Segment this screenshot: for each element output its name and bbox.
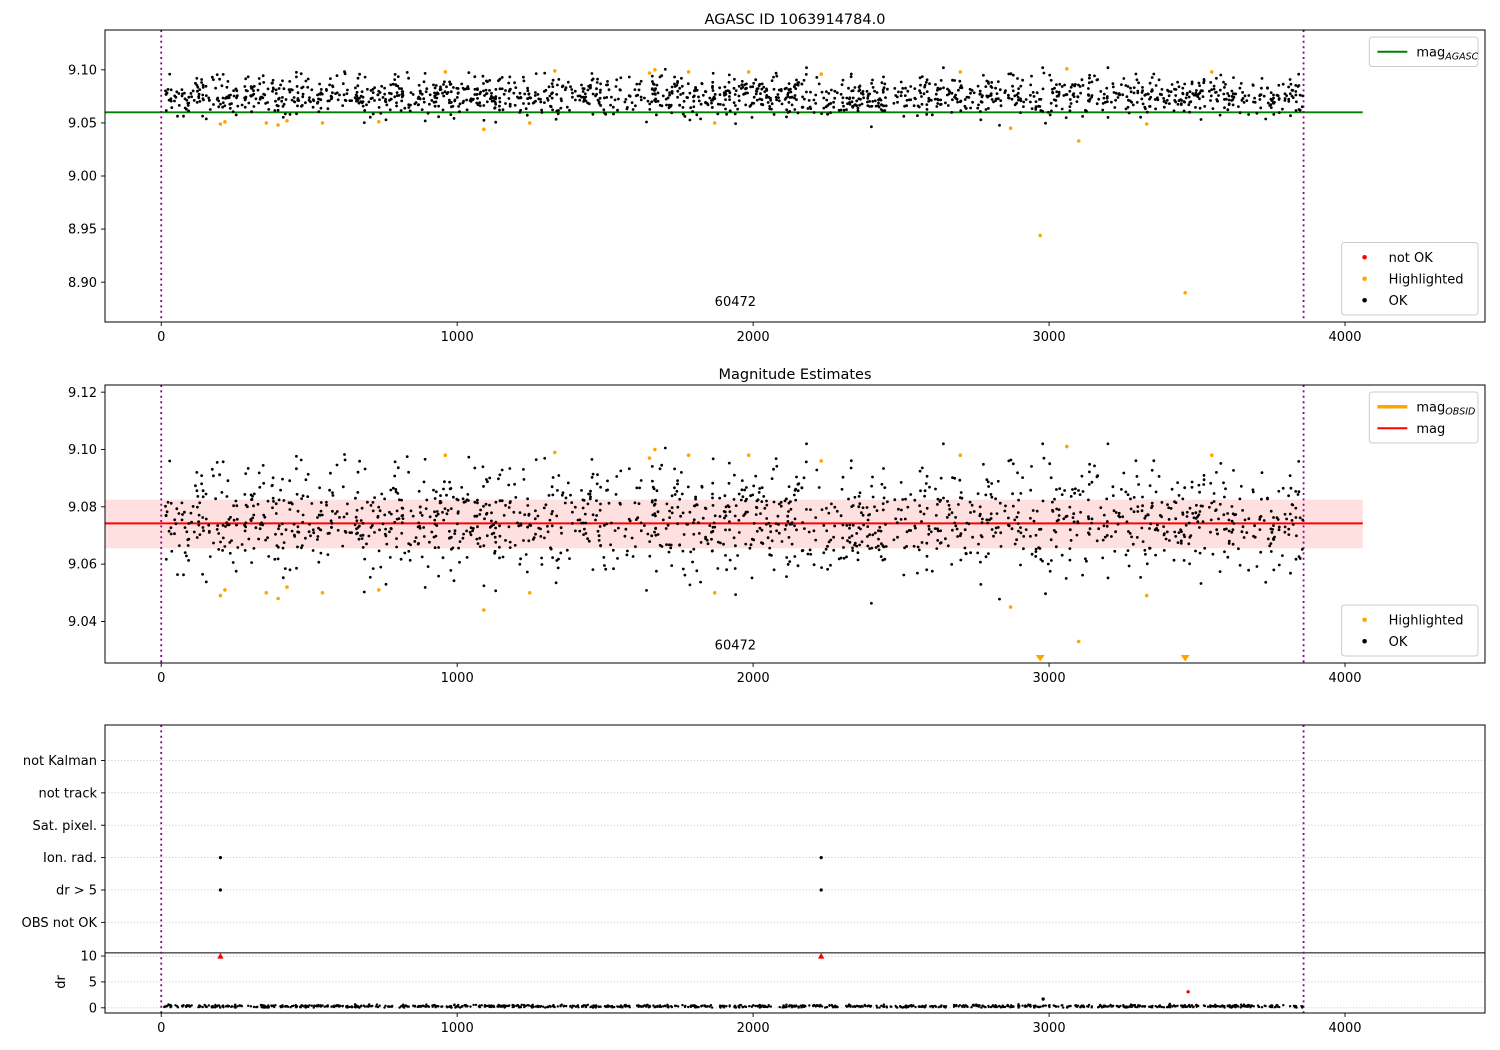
mag-estimates-legend-lines-label: mag [1416,422,1445,437]
mag-estimates-legend-points-label: Highlighted [1389,613,1464,628]
mag-estimates-ok-points [164,442,1305,605]
dr-clipped-marker [217,952,224,959]
flags-dr-ytick-label: Ion. rad. [43,851,97,866]
mag-estimates-legend-points-dot-sample [1362,617,1367,623]
mag-estimates-legend-points-label: OK [1389,635,1408,650]
flags-dr-ytick-label: dr > 5 [56,884,97,899]
clipped-low-marker [1180,655,1190,662]
mag-estimates-xtick-label: 1000 [441,671,474,686]
flags-dr-ytick-label: Sat. pixel. [33,819,97,834]
flags-dr-ytick-label: not track [38,786,97,801]
mag-estimates-xtick-label: 2000 [737,671,770,686]
agasc-mag-plot-title: AGASC ID 1063914784.0 [704,12,886,28]
dr-points [163,1002,1304,1009]
obsid-label: 60472 [715,639,756,654]
mag-estimates-ytick-label: 9.04 [68,615,97,630]
flags-dr-xtick-label: 3000 [1033,1021,1066,1036]
flags-dr-xtick-label: 0 [157,1021,165,1036]
agasc-mag-xtick-label: 3000 [1033,330,1066,345]
magnitude-estimates-plot-title: Magnitude Estimates [718,367,872,383]
obsid-label: 60472 [715,295,756,310]
agasc-mag-legend-points-label: Highlighted [1389,272,1464,287]
mag-estimates-xtick-label: 3000 [1033,671,1066,686]
mag-estimates-highlighted-points [218,444,1214,662]
agasc-mag-legend-lines-label: magAGASC [1416,45,1478,62]
flags-dr-ytick-label: not Kalman [23,754,97,769]
agasc-mag-xtick-label: 4000 [1328,330,1361,345]
mag-estimates-legend-lines-label: magOBSID [1416,400,1475,417]
agasc-mag-legend-lines: magAGASC [1368,36,1479,67]
dr-outlier-point [1186,990,1190,994]
agasc-mag-xtick-label: 1000 [441,330,474,345]
mag-estimates-xtick-label: 0 [157,671,165,686]
mag-estimates-xtick-label: 4000 [1328,671,1361,686]
agasc-mag-ytick-label: 9.05 [68,117,97,132]
flag-points [217,856,1190,1001]
flags-dr-xtick-label: 4000 [1328,1021,1361,1036]
flags-dr-ytick-label: 0 [89,1001,97,1016]
clipped-low-marker [1035,655,1045,662]
flags-dr-xtick-label: 2000 [737,1021,770,1036]
flags-dr-ytick-label: OBS not OK [22,916,98,931]
agasc-mag-ytick-label: 8.95 [68,223,97,238]
agasc-mag-legend-points-dot-sample [1362,297,1367,303]
mag-estimates-ytick-label: 9.12 [68,386,97,401]
dr-axis-label: dr [54,974,69,988]
agasc-mag-plot: 0 1000 2000 3000 4000 9.10 9.05 9.00 8.95 8.90 604… [68,29,1486,345]
agasc-mag-legend-points: not OK Highlighted OK [1341,242,1479,316]
flags-dr-axes-frame [104,724,1486,1014]
agasc-mag-axes-frame [104,29,1486,323]
mag-estimates-axes-frame [104,384,1486,664]
mag-estimates-legend-lines: magOBSID mag [1368,391,1479,444]
agasc-mag-ytick-label: 9.10 [68,63,97,78]
agasc-mag-ytick-label: 8.90 [68,276,97,291]
mag-estimates-plot: 0 1000 2000 3000 4000 9.12 9.10 9.08 9.06 9.04 604… [68,384,1486,686]
flags-dr-ytick-label: 5 [89,976,97,991]
agasc-mag-xtick-label: 0 [157,330,165,345]
agasc-mag-ytick-label: 9.00 [68,170,97,185]
agasc-mag-legend-points-dot-sample [1362,276,1367,282]
mag-estimates-ytick-label: 9.06 [68,558,97,573]
mag-estimates-legend-points-dot-sample [1362,638,1367,644]
agasc-mag-ok-points [164,66,1305,129]
flags-dr-plot: 0 1000 2000 3000 4000 not Kalman not track Sat.… [22,724,1486,1036]
mag-estimates-legend-points: Highlighted OK [1341,604,1479,657]
dr-outlier-point [1041,997,1045,1001]
agasc-mag-xtick-label: 2000 [737,330,770,345]
agasc-mag-legend-points-label: OK [1389,294,1408,309]
agasc-mag-highlighted-points [218,67,1214,295]
flags-dr-ytick-label: 10 [80,950,97,965]
flags-dr-xtick-label: 1000 [441,1021,474,1036]
agasc-mag-legend-lines-box [1368,36,1479,67]
mag-estimates-ytick-label: 9.10 [68,443,97,458]
agasc-mag-legend-points-box [1341,242,1479,316]
agasc-mag-legend-points-dot-sample [1362,254,1367,260]
mag-estimates-ytick-label: 9.08 [68,500,97,515]
mag-estimates-legend-points-box [1341,604,1479,657]
dr-clipped-marker [817,952,825,959]
mag-estimates-legend-lines-box [1368,391,1479,444]
agasc-mag-legend-points-label: not OK [1389,251,1434,266]
